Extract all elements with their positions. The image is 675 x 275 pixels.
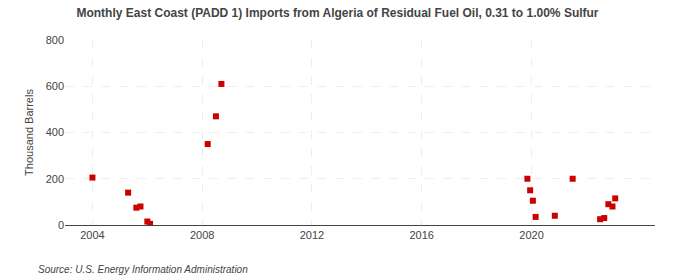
svg-text:800: 800 xyxy=(46,34,64,46)
svg-text:Source: U.S. Energy Informatio: Source: U.S. Energy Information Administ… xyxy=(38,264,248,275)
svg-text:600: 600 xyxy=(46,80,64,92)
svg-text:2012: 2012 xyxy=(300,229,324,241)
svg-text:Monthly East Coast (PADD 1) Im: Monthly East Coast (PADD 1) Imports from… xyxy=(76,6,598,20)
svg-text:0: 0 xyxy=(58,219,64,231)
svg-text:400: 400 xyxy=(46,126,64,138)
svg-text:2020: 2020 xyxy=(519,229,543,241)
svg-text:200: 200 xyxy=(46,173,64,185)
svg-text:2016: 2016 xyxy=(409,229,433,241)
svg-text:2004: 2004 xyxy=(80,229,104,241)
svg-text:Thousand Barrels: Thousand Barrels xyxy=(23,89,35,176)
svg-text:2008: 2008 xyxy=(190,229,214,241)
